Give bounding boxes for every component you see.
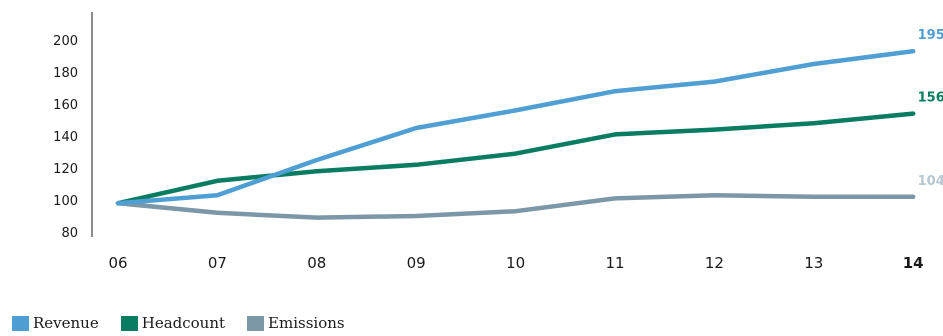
y-tick-label: 80: [61, 226, 78, 241]
legend-swatch: [12, 315, 29, 331]
legend-item-revenue: Revenue: [12, 314, 99, 332]
x-tick-label: 14: [903, 254, 924, 272]
legend-item-headcount: Headcount: [120, 314, 226, 332]
legend-swatch: [120, 315, 138, 331]
series-end-labels: 195 156 104: [918, 28, 943, 189]
series-line-headcount: [115, 111, 916, 206]
x-axis-ticks: 06 07 08 09 10 11 12 13 14: [108, 254, 923, 272]
x-tick-label: 06: [108, 254, 127, 272]
x-tick-label: 07: [208, 254, 227, 272]
y-tick-label: 100: [53, 194, 78, 209]
legend-label: Revenue: [33, 314, 99, 332]
x-tick-label: 12: [705, 254, 724, 272]
series-line-revenue: [115, 48, 916, 206]
legend-item-emissions: Emissions: [247, 314, 345, 332]
y-tick-label: 140: [53, 130, 78, 145]
x-tick-label: 13: [804, 254, 823, 272]
series-line-emissions: [115, 192, 916, 220]
end-label-headcount: 156: [918, 91, 943, 106]
y-tick-label: 180: [53, 66, 78, 81]
x-tick-label: 10: [506, 254, 525, 272]
y-axis-ticks: 80 100 120 140 160 180 200: [53, 34, 78, 241]
x-tick-label: 09: [407, 254, 426, 272]
legend-label: Headcount: [141, 314, 226, 332]
end-label-emissions: 104: [918, 174, 943, 189]
legend: Revenue Headcount Emissions: [12, 314, 345, 332]
x-tick-label: 11: [605, 254, 624, 272]
legend-label: Emissions: [268, 314, 345, 332]
end-label-revenue: 195: [918, 28, 943, 43]
y-tick-label: 160: [53, 98, 78, 113]
y-tick-label: 200: [53, 34, 78, 49]
y-tick-label: 120: [53, 162, 78, 177]
legend-swatch: [247, 315, 265, 331]
x-tick-label: 08: [307, 254, 326, 272]
series-lines: [115, 48, 916, 220]
